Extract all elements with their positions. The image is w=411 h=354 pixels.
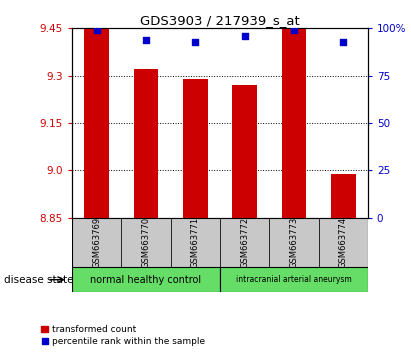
Bar (331, 173, 356, 218)
Bar (183, 79, 208, 218)
Text: GSM663771: GSM663771 (191, 217, 200, 268)
Bar (319, 218, 368, 267)
Bar (134, 69, 158, 218)
Bar (72, 267, 220, 292)
Text: GSM663773: GSM663773 (289, 217, 298, 268)
Bar (232, 85, 257, 218)
Point (291, 27, 297, 33)
Bar (121, 218, 171, 267)
Point (241, 33, 248, 39)
Text: GSM663774: GSM663774 (339, 217, 348, 268)
Bar (220, 218, 269, 267)
Text: normal healthy control: normal healthy control (90, 275, 201, 285)
Point (93, 27, 100, 33)
Bar (282, 28, 306, 218)
Text: GSM663769: GSM663769 (92, 217, 101, 268)
Text: disease state: disease state (4, 275, 74, 285)
Bar (84, 28, 109, 218)
Point (192, 39, 199, 44)
Bar (220, 267, 368, 292)
Bar (171, 218, 220, 267)
Text: intracranial arterial aneurysm: intracranial arterial aneurysm (236, 275, 352, 284)
Bar (269, 218, 319, 267)
Text: GSM663770: GSM663770 (141, 217, 150, 268)
Point (340, 39, 346, 44)
Title: GDS3903 / 217939_s_at: GDS3903 / 217939_s_at (140, 14, 300, 27)
Bar (72, 218, 121, 267)
Point (143, 37, 149, 42)
Legend: transformed count, percentile rank within the sample: transformed count, percentile rank withi… (37, 321, 208, 349)
Text: GSM663772: GSM663772 (240, 217, 249, 268)
